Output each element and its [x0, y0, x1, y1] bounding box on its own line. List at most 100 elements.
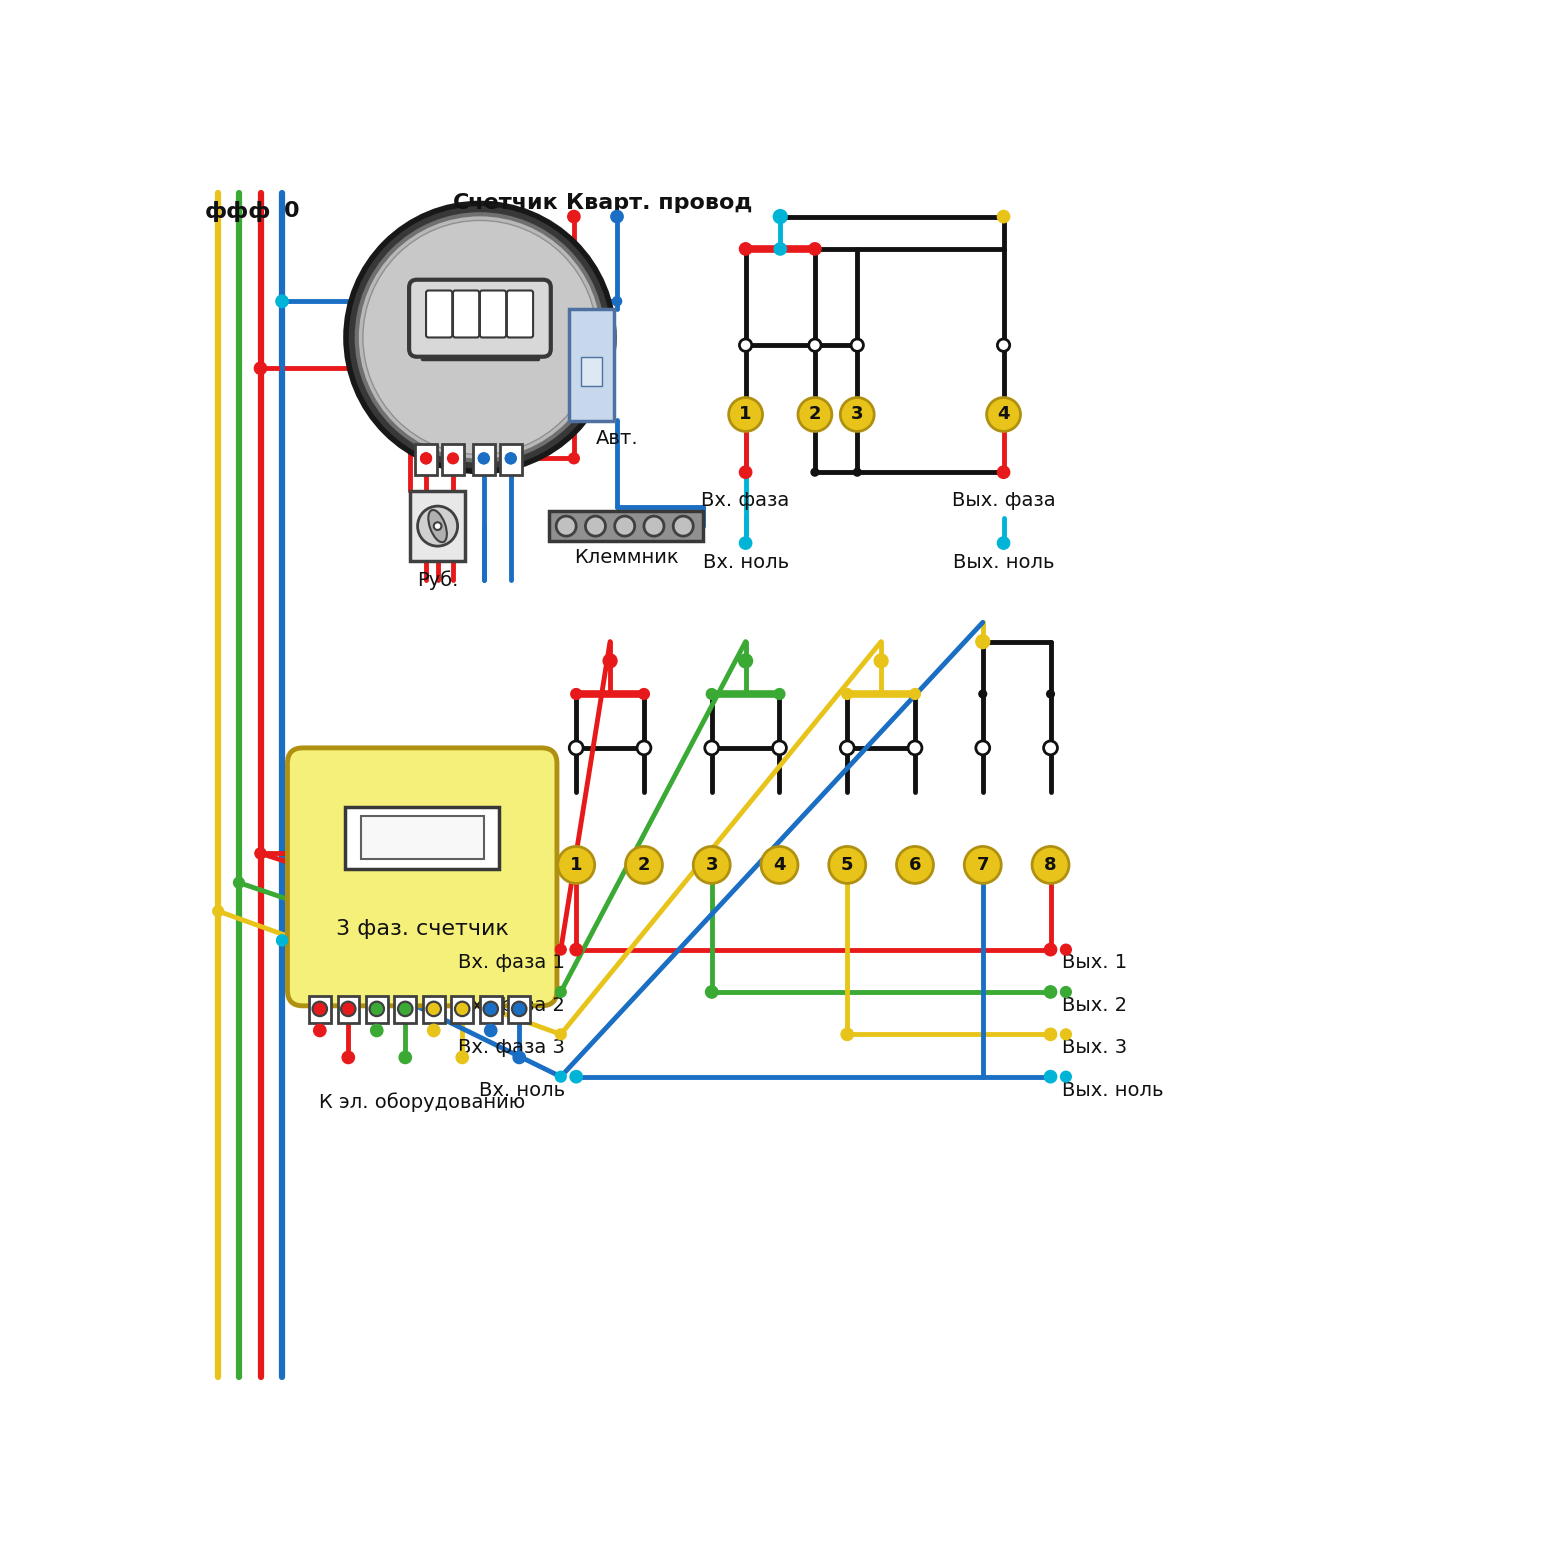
Circle shape: [1061, 944, 1072, 955]
Circle shape: [644, 517, 665, 535]
Circle shape: [427, 1024, 440, 1037]
Circle shape: [729, 398, 763, 431]
Text: К эл. оборудованию: К эл. оборудованию: [320, 1093, 526, 1111]
Circle shape: [479, 453, 490, 464]
Text: 8: 8: [1044, 855, 1056, 874]
Text: Вх. фаза 3: Вх. фаза 3: [457, 1038, 565, 1057]
Circle shape: [841, 398, 874, 431]
Circle shape: [363, 220, 597, 454]
Circle shape: [254, 362, 267, 375]
Circle shape: [739, 537, 752, 549]
Circle shape: [739, 339, 752, 351]
Circle shape: [234, 877, 245, 888]
Circle shape: [276, 295, 289, 308]
Circle shape: [977, 741, 989, 756]
Circle shape: [568, 211, 580, 223]
Circle shape: [314, 1024, 326, 1037]
Text: Вых. 2: Вых. 2: [1062, 996, 1128, 1015]
Text: 0: 0: [284, 201, 300, 222]
Circle shape: [674, 517, 693, 535]
Circle shape: [505, 453, 516, 464]
Circle shape: [842, 688, 853, 699]
Circle shape: [429, 1004, 440, 1015]
Text: 5: 5: [841, 855, 853, 874]
FancyBboxPatch shape: [395, 996, 417, 1022]
Circle shape: [636, 741, 651, 756]
Circle shape: [1044, 987, 1056, 997]
Circle shape: [980, 690, 986, 698]
Circle shape: [997, 339, 1009, 351]
Circle shape: [421, 453, 432, 464]
Circle shape: [448, 453, 459, 464]
Circle shape: [558, 846, 594, 884]
Text: Вых. ноль: Вых. ноль: [953, 553, 1055, 571]
Circle shape: [479, 453, 490, 464]
Circle shape: [828, 846, 866, 884]
Circle shape: [626, 846, 663, 884]
Circle shape: [909, 688, 920, 699]
FancyBboxPatch shape: [360, 816, 484, 859]
Circle shape: [964, 846, 1002, 884]
Circle shape: [761, 846, 799, 884]
Circle shape: [772, 741, 786, 756]
Circle shape: [841, 741, 855, 756]
Circle shape: [342, 1051, 354, 1063]
Text: 6: 6: [909, 855, 922, 874]
Circle shape: [705, 987, 718, 997]
FancyBboxPatch shape: [415, 445, 437, 475]
Circle shape: [485, 1024, 498, 1037]
Text: Вых. фаза: Вых. фаза: [952, 492, 1056, 510]
Text: 7: 7: [977, 855, 989, 874]
Circle shape: [212, 905, 223, 916]
Circle shape: [774, 688, 785, 699]
Circle shape: [398, 1002, 412, 1016]
Circle shape: [615, 517, 635, 535]
Circle shape: [808, 339, 821, 351]
Text: 4: 4: [774, 855, 786, 874]
Text: Руб.: Руб.: [417, 570, 459, 590]
FancyBboxPatch shape: [441, 445, 463, 475]
FancyBboxPatch shape: [499, 445, 521, 475]
Circle shape: [1061, 1071, 1072, 1082]
Text: 3: 3: [705, 855, 718, 874]
FancyBboxPatch shape: [452, 290, 479, 337]
Text: Вых. ноль: Вых. ноль: [1062, 1080, 1164, 1099]
FancyBboxPatch shape: [480, 996, 501, 1022]
Text: Вх. ноль: Вх. ноль: [702, 553, 789, 571]
FancyBboxPatch shape: [580, 357, 602, 386]
Circle shape: [571, 688, 582, 699]
Circle shape: [569, 1071, 582, 1083]
Text: Вых. 1: Вых. 1: [1062, 954, 1128, 973]
FancyBboxPatch shape: [337, 996, 359, 1022]
FancyBboxPatch shape: [423, 996, 445, 1022]
Text: 1: 1: [569, 855, 582, 874]
Circle shape: [612, 211, 622, 223]
Circle shape: [693, 846, 730, 884]
Circle shape: [705, 741, 719, 756]
Circle shape: [343, 1004, 354, 1015]
Circle shape: [371, 1004, 382, 1015]
Circle shape: [585, 517, 605, 535]
Circle shape: [977, 635, 989, 648]
Text: 2: 2: [808, 406, 821, 423]
Circle shape: [908, 741, 922, 756]
Text: ффф: ффф: [204, 201, 271, 222]
Circle shape: [513, 1051, 526, 1063]
Circle shape: [427, 1002, 440, 1016]
FancyBboxPatch shape: [287, 748, 557, 1005]
FancyBboxPatch shape: [507, 290, 534, 337]
Circle shape: [739, 244, 752, 254]
Circle shape: [513, 1004, 524, 1015]
FancyBboxPatch shape: [451, 996, 473, 1022]
Text: Вх. фаза 1: Вх. фаза 1: [457, 954, 565, 973]
FancyBboxPatch shape: [509, 996, 530, 1022]
Circle shape: [853, 468, 861, 476]
Text: Вых. 3: Вых. 3: [1062, 1038, 1128, 1057]
Circle shape: [568, 453, 579, 464]
Circle shape: [874, 654, 888, 668]
Circle shape: [774, 209, 788, 223]
Circle shape: [997, 211, 1009, 223]
Ellipse shape: [429, 510, 446, 542]
Circle shape: [484, 1002, 498, 1016]
FancyBboxPatch shape: [309, 996, 331, 1022]
